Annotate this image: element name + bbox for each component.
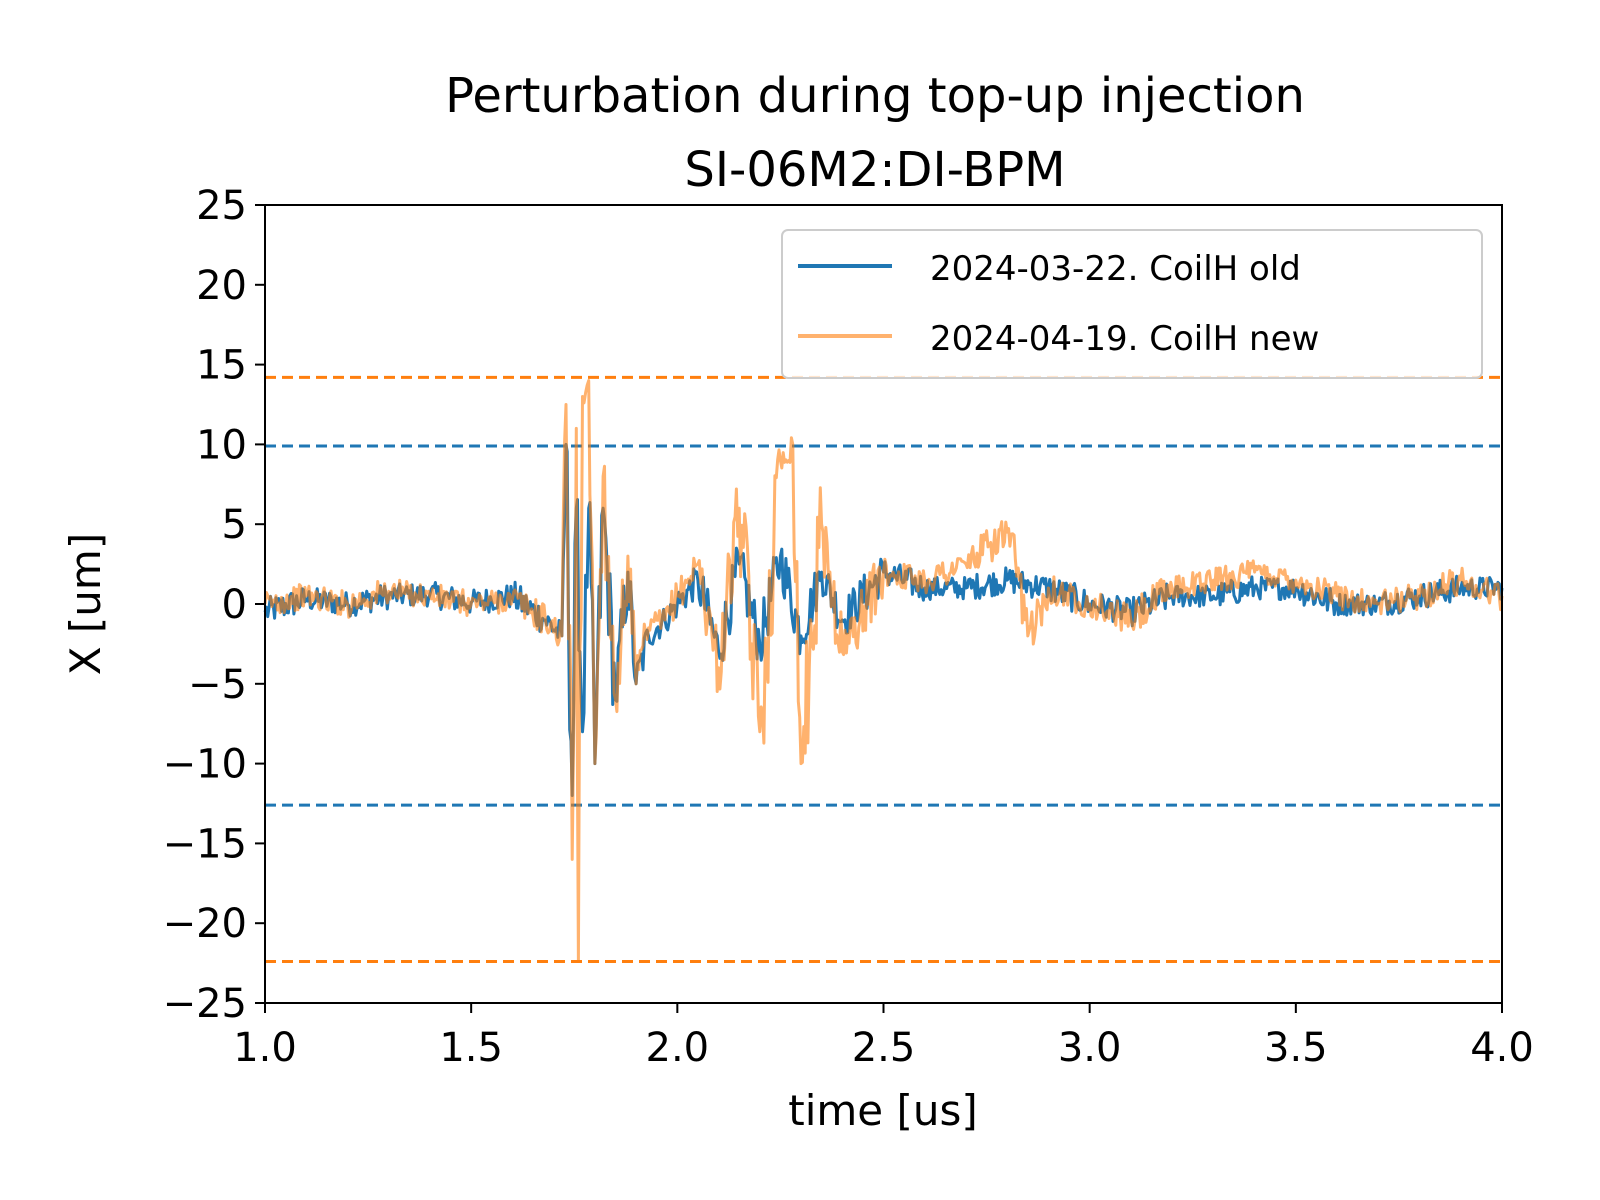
legend-box (781, 229, 1483, 379)
legend: 2024-03-22. CoilH old 2024-04-19. CoilH … (781, 229, 1483, 379)
x-tick-label: 3.0 (1058, 1025, 1122, 1071)
x-tick-label: 1.5 (439, 1025, 503, 1071)
legend-label-old: 2024-03-22. CoilH old (930, 249, 1301, 289)
x-axis-label: time [us] (788, 1086, 978, 1135)
y-tick-label: −10 (163, 742, 247, 788)
series-line-1 (263, 379, 1504, 963)
y-axis-ticks: 25 20 15 10 5 0 −5 −10 −15 −20 −25 (163, 183, 265, 1027)
y-tick-label: 10 (196, 422, 247, 468)
x-tick-label: 1.0 (233, 1025, 297, 1071)
y-tick-label: 20 (196, 263, 247, 309)
y-axis-label: X [um] (61, 533, 110, 675)
y-tick-label: −15 (163, 821, 247, 867)
x-tick-label: 3.5 (1264, 1025, 1328, 1071)
y-tick-label: 15 (196, 343, 247, 389)
y-tick-label: −20 (163, 901, 247, 947)
y-tick-label: 25 (196, 183, 247, 229)
x-tick-label: 2.5 (852, 1025, 916, 1071)
x-axis-ticks: 1.0 1.5 2.0 2.5 3.0 3.5 4.0 (233, 1003, 1534, 1071)
y-tick-label: −25 (163, 981, 247, 1027)
x-tick-label: 2.0 (646, 1025, 710, 1071)
legend-label-new: 2024-04-19. CoilH new (930, 319, 1319, 359)
series-lines (263, 379, 1504, 963)
y-tick-label: −5 (188, 662, 247, 708)
y-tick-label: 5 (222, 502, 247, 548)
y-tick-label: 0 (222, 582, 247, 628)
x-tick-label: 4.0 (1470, 1025, 1534, 1071)
chart-title: Perturbation during top-up injection (445, 68, 1305, 124)
chart-subtitle: SI-06M2:DI-BPM (684, 142, 1065, 198)
